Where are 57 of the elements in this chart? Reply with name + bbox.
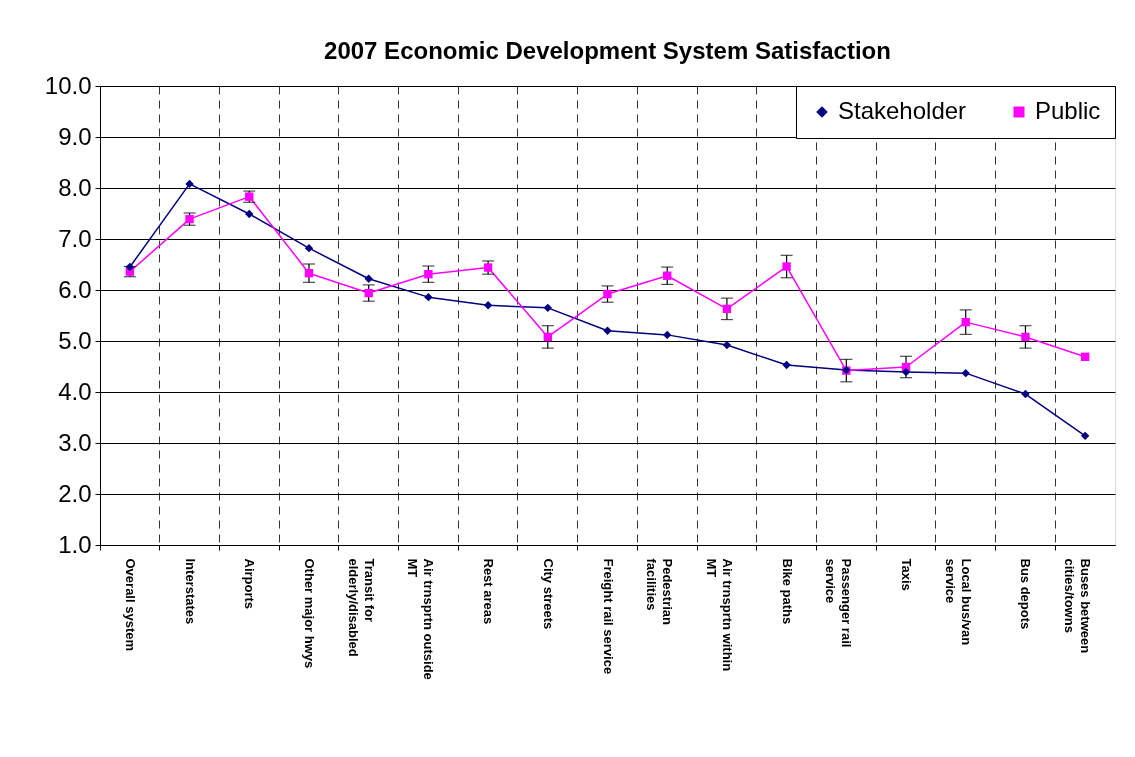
point [424,292,433,302]
x-tick-label: Bike paths [779,558,795,625]
x-tick-label: Rest areas [481,558,497,625]
point [424,270,433,279]
point [543,332,552,342]
y-tick-label: 7.0 [58,224,92,252]
x-tick-label: Air trnsprtn outside MT [405,558,437,680]
point [722,304,732,314]
x-tick-label: City streets [540,558,556,630]
point [663,271,672,280]
legend-label: Stakeholder [838,97,967,124]
y-tick-label: 10.0 [44,71,92,99]
point [782,262,791,271]
point [543,303,552,313]
point [483,301,493,310]
point [901,367,911,377]
point [663,330,672,340]
x-tick-label: Interstates [182,558,198,625]
x-tick-label: Transit for elderly/disabled [345,558,377,657]
x-tick-label: Passenger rail service [823,558,855,648]
chart-title: 2007 Economic Development System Satisfaction [324,37,891,64]
point [961,317,970,327]
y-tick-label: 5.0 [58,326,92,354]
x-tick-label: Other major hwys [301,558,317,669]
y-tick-label: 8.0 [58,173,92,201]
y-tick-label: 6.0 [58,275,92,303]
point [364,274,373,283]
point [1021,389,1030,399]
point [304,244,314,253]
point [782,360,791,370]
legend-label: Public [1035,97,1101,124]
point [961,368,970,378]
point [125,262,135,272]
point [603,326,612,335]
y-tick-label: 4.0 [58,377,92,405]
point [304,268,314,278]
point [1080,352,1090,361]
point [245,209,254,219]
y-tick-label: 1.0 [58,530,92,558]
x-tick-label: Bus depots [1018,558,1034,630]
point [364,288,373,298]
x-tick-label: Buses between cities/towns [1062,558,1094,654]
y-tick-label: 9.0 [58,122,92,150]
x-tick-label: Local bus/van service [942,558,974,646]
point [185,179,194,189]
x-tick-label: Airports [242,558,258,610]
x-tick-label: Taxis [899,558,915,591]
point [603,289,612,299]
x-tick-label: Air trnsprtn within MT [703,558,735,672]
point [1021,332,1030,342]
x-tick-label: Pedestrian facilities [644,558,676,626]
point [1080,431,1090,441]
x-tick-label: Overall system [122,558,138,652]
point [722,340,732,350]
y-tick-label: 2.0 [58,479,92,507]
x-tick-label: Freight rail service [600,558,616,675]
y-tick-label: 3.0 [58,428,92,456]
